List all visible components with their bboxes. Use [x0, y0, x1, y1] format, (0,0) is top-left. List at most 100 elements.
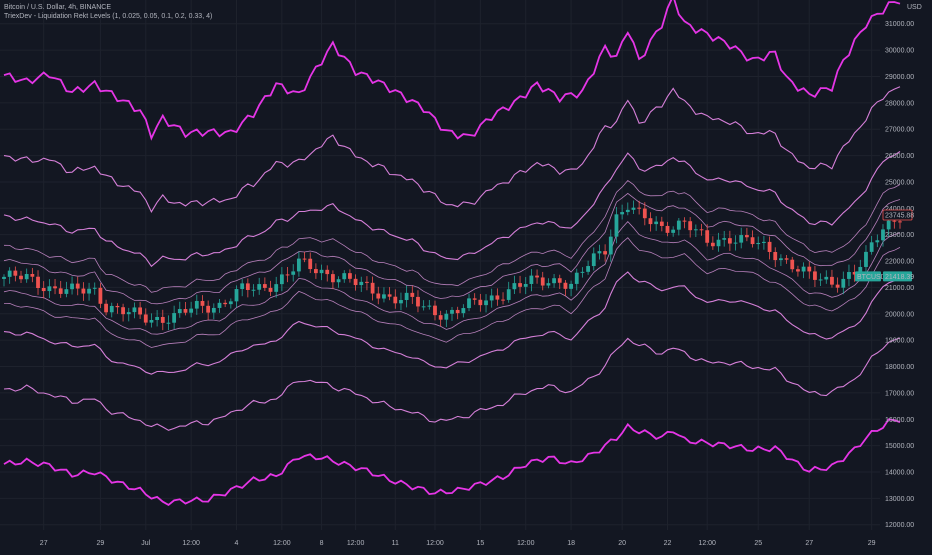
candle-body [274, 284, 279, 292]
candle-body [535, 275, 539, 278]
candle-body [353, 278, 358, 286]
y-tick-label: 27000.00 [885, 127, 914, 134]
currency-label: USD [907, 4, 922, 11]
band-upper-4 [3, 86, 901, 213]
ticker-badge [855, 271, 881, 282]
candle-body [750, 237, 755, 245]
candle-body [807, 266, 812, 272]
candle-body [710, 242, 715, 247]
candle-body [217, 302, 222, 308]
candle-body [637, 207, 642, 209]
candle-body [331, 274, 335, 283]
x-tick-label: 12:00 [517, 540, 535, 547]
x-tick-label: 12:00 [698, 540, 716, 547]
candle-body [801, 266, 806, 272]
candle-body [211, 307, 216, 313]
candle-body [365, 281, 369, 283]
candle-body [813, 271, 817, 280]
x-tick-label: 29 [868, 540, 876, 547]
x-tick-label: 18 [567, 540, 575, 547]
candle-body [149, 319, 154, 323]
candle-body [501, 299, 505, 301]
candle-body [251, 289, 256, 291]
candle-body [308, 258, 313, 270]
candle-body [285, 274, 290, 276]
candle-body [773, 251, 778, 261]
candle-body [744, 235, 749, 238]
x-tick-label: 4 [235, 540, 239, 547]
candle-body [296, 258, 301, 272]
candle-body [671, 229, 676, 233]
candle-body [591, 253, 596, 267]
band-lower-4 [3, 337, 901, 431]
x-tick-label: 12:00 [347, 540, 365, 547]
candle-body [648, 218, 653, 225]
candle-body [410, 292, 415, 297]
candle-body [682, 220, 687, 222]
candle-body [722, 238, 727, 240]
candle-body [416, 296, 420, 307]
candle-body [892, 220, 897, 222]
candle-body [852, 272, 857, 275]
candle-body [467, 298, 471, 309]
y-tick-label: 23000.00 [885, 232, 914, 239]
candle-body [886, 220, 891, 230]
candle-body [676, 220, 681, 230]
candle-body [234, 289, 239, 302]
y-tick-label: 19000.00 [885, 338, 914, 345]
y-tick-label: 13000.00 [885, 496, 914, 503]
x-tick-label: 27 [805, 540, 813, 547]
candle-body [81, 288, 86, 294]
candle-body [455, 309, 460, 314]
candle-body [279, 274, 284, 285]
y-tick-label: 15000.00 [885, 443, 914, 450]
candle-body [245, 283, 250, 291]
candle-body [172, 313, 177, 323]
candle-body [614, 214, 619, 237]
candle-body [183, 309, 188, 313]
candle-body [438, 315, 443, 320]
candle-body [727, 238, 732, 244]
candle-body [569, 283, 573, 289]
candle-body [325, 269, 330, 275]
candle-body [302, 258, 307, 260]
current-price-label: 21418.39 [885, 274, 914, 281]
candle-body [444, 313, 449, 320]
candle-body [665, 225, 670, 233]
x-tick-label: 15 [476, 540, 484, 547]
candle-body [36, 276, 40, 289]
candle-body [733, 242, 738, 244]
candle-body [240, 283, 245, 290]
band-lower-outer [3, 418, 901, 506]
candle-body [53, 286, 57, 289]
y-tick-label: 31000.00 [885, 21, 914, 28]
candle-body [143, 314, 148, 323]
candle-body [194, 300, 199, 309]
candle-body [654, 221, 659, 225]
candle-body [427, 305, 432, 307]
y-tick-label: 17000.00 [885, 390, 914, 397]
candle-body [620, 212, 625, 215]
candle-body [166, 322, 171, 324]
candle-body [87, 288, 91, 294]
candle-body [523, 283, 528, 287]
candle-body [739, 235, 744, 243]
candle-body [574, 272, 579, 284]
candle-body [841, 278, 846, 288]
x-tick-label: 27 [40, 540, 48, 547]
candle-body [342, 273, 347, 280]
candle-body [603, 251, 608, 255]
x-tick-label: 25 [754, 540, 762, 547]
candle-body [546, 283, 551, 286]
candle-body [563, 282, 568, 289]
candle-body [756, 242, 761, 245]
candle-body [268, 287, 273, 292]
candle-body [518, 283, 522, 287]
candle-body [387, 294, 392, 297]
candle-body [376, 293, 381, 299]
indicator-title: TriexDev - Liquidation Rekt Levels (1, 0… [4, 13, 213, 20]
candle-body [495, 295, 500, 300]
y-tick-label: 14000.00 [885, 469, 914, 476]
